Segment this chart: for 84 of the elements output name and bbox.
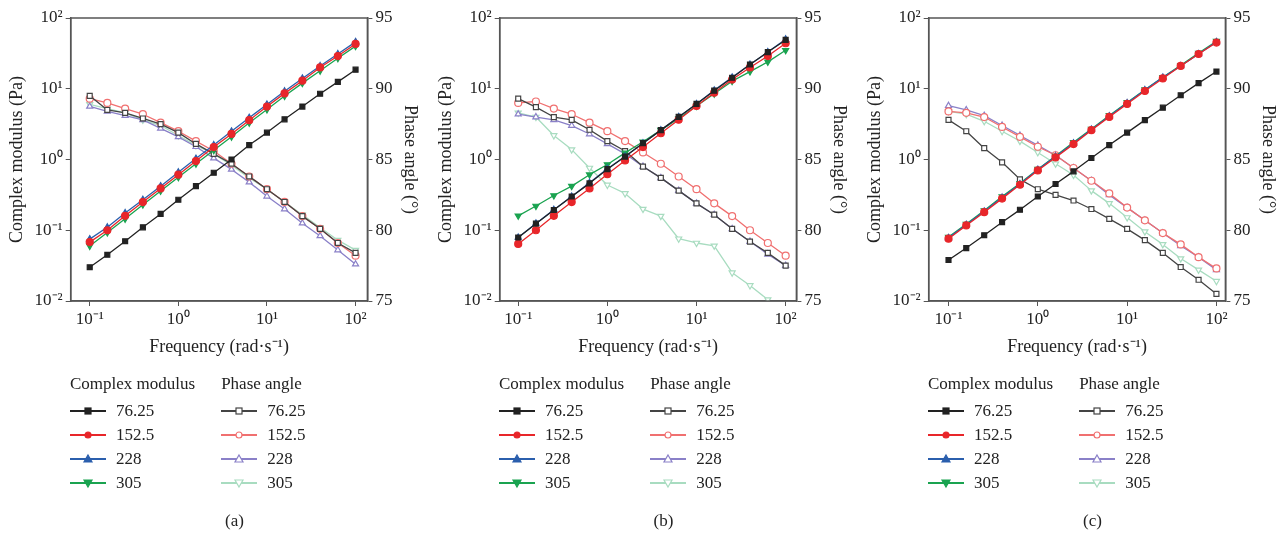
y-tick-label: 10¹ xyxy=(469,78,492,98)
y2-tick-label: 85 xyxy=(804,148,822,168)
legend-label: 228 xyxy=(1125,449,1151,469)
x-tick-label: 10⁰ xyxy=(1026,308,1050,328)
x-tick-label: 10¹ xyxy=(255,308,279,328)
y-tick-label: 10¹ xyxy=(898,78,921,98)
legend-label: 76.25 xyxy=(116,401,155,421)
y2-axis-title: Phase angle (°) xyxy=(829,104,851,215)
y-tick-label: 10⁻¹ xyxy=(34,219,63,239)
legend-label: 305 xyxy=(696,473,722,493)
text: Phase angle xyxy=(221,374,303,394)
y2-tick-label: 75 xyxy=(804,290,822,310)
x-tick-label: 10² xyxy=(344,308,367,328)
y-tick-label: 10¹ xyxy=(40,78,63,98)
x-tick-label: 10¹ xyxy=(685,308,708,328)
y2-axis-title: Phase angle (°) xyxy=(1258,104,1280,215)
text: Complex modulus xyxy=(499,374,625,394)
y-tick-label: 10⁻² xyxy=(34,290,63,310)
legend-label: 152.5 xyxy=(267,425,306,445)
x-tick-label: 10⁻¹ xyxy=(75,308,104,328)
legend-label: 76.25 xyxy=(267,401,306,421)
y-tick-label: 10⁰ xyxy=(897,148,921,168)
y2-tick-label: 75 xyxy=(375,290,393,310)
x-axis-title: Frequency (rad·s⁻¹) xyxy=(149,335,289,357)
legend-label: 152.5 xyxy=(696,425,735,445)
y2-tick-label: 90 xyxy=(804,78,822,98)
legend-label: 305 xyxy=(116,473,142,493)
y2-tick-label: 75 xyxy=(1233,290,1251,310)
y2-tick-label: 95 xyxy=(375,7,393,27)
y2-axis-title: Phase angle (°) xyxy=(400,104,422,215)
text: Phase angle xyxy=(1079,374,1161,394)
x-axis-title: Frequency (rad·s⁻¹) xyxy=(578,335,718,357)
x-tick-label: 10⁻¹ xyxy=(504,308,533,328)
y2-tick-label: 85 xyxy=(375,148,393,168)
legend-label: 76.25 xyxy=(545,401,584,421)
legend-label: 152.5 xyxy=(1125,425,1164,445)
text: Complex modulus xyxy=(928,374,1054,394)
legend-label: 305 xyxy=(545,473,571,493)
x-axis-title: Frequency (rad·s⁻¹) xyxy=(1007,335,1147,357)
y2-tick-label: 80 xyxy=(1233,219,1251,239)
y-axis-title: Complex modulus (Pa) xyxy=(434,76,456,243)
text: Complex modulus xyxy=(70,374,196,394)
x-tick-label: 10⁰ xyxy=(166,308,190,328)
legend-label: 152.5 xyxy=(116,425,155,445)
x-tick-label: 10⁻¹ xyxy=(934,308,963,328)
x-tick-label: 10² xyxy=(774,308,797,328)
legend-label: 305 xyxy=(267,473,293,493)
legend-label: 228 xyxy=(974,449,1000,469)
y-axis-title: Complex modulus (Pa) xyxy=(5,76,27,243)
y-tick-label: 10⁰ xyxy=(468,148,492,168)
y2-tick-label: 90 xyxy=(375,78,393,98)
y2-tick-label: 90 xyxy=(1233,78,1251,98)
legend-label: 305 xyxy=(974,473,1000,493)
x-tick-label: 10² xyxy=(1205,308,1228,328)
y-tick-label: 10⁻¹ xyxy=(463,219,492,239)
y-tick-label: 10⁰ xyxy=(39,148,63,168)
x-tick-label: 10⁰ xyxy=(595,308,619,328)
legend-label: 152.5 xyxy=(974,425,1013,445)
y-tick-label: 10⁻² xyxy=(892,290,921,310)
y2-tick-label: 80 xyxy=(375,219,393,239)
legend-label: 152.5 xyxy=(545,425,584,445)
y2-tick-label: 95 xyxy=(804,7,822,27)
legend-label: 76.25 xyxy=(974,401,1013,421)
legend-label: 228 xyxy=(696,449,722,469)
x-tick-label: 10¹ xyxy=(1116,308,1139,328)
y-tick-label: 10² xyxy=(469,7,492,27)
y-tick-label: 10⁻² xyxy=(463,290,492,310)
y-tick-label: 10² xyxy=(898,7,921,27)
y-tick-label: 10² xyxy=(40,7,63,27)
legend-label: 76.25 xyxy=(696,401,735,421)
legend-label: 228 xyxy=(267,449,293,469)
legend-label: 228 xyxy=(116,449,142,469)
legend-label: 76.25 xyxy=(1125,401,1164,421)
text: (a) xyxy=(224,511,245,531)
y2-tick-label: 80 xyxy=(804,219,822,239)
text: (b) xyxy=(652,511,675,531)
legend-label: 305 xyxy=(1125,473,1151,493)
legend-label: 228 xyxy=(545,449,571,469)
y2-tick-label: 85 xyxy=(1233,148,1251,168)
text: Phase angle xyxy=(650,374,732,394)
y-axis-title: Complex modulus (Pa) xyxy=(863,76,885,243)
text: (c) xyxy=(1082,511,1103,531)
y-tick-label: 10⁻¹ xyxy=(892,219,921,239)
y2-tick-label: 95 xyxy=(1233,7,1251,27)
